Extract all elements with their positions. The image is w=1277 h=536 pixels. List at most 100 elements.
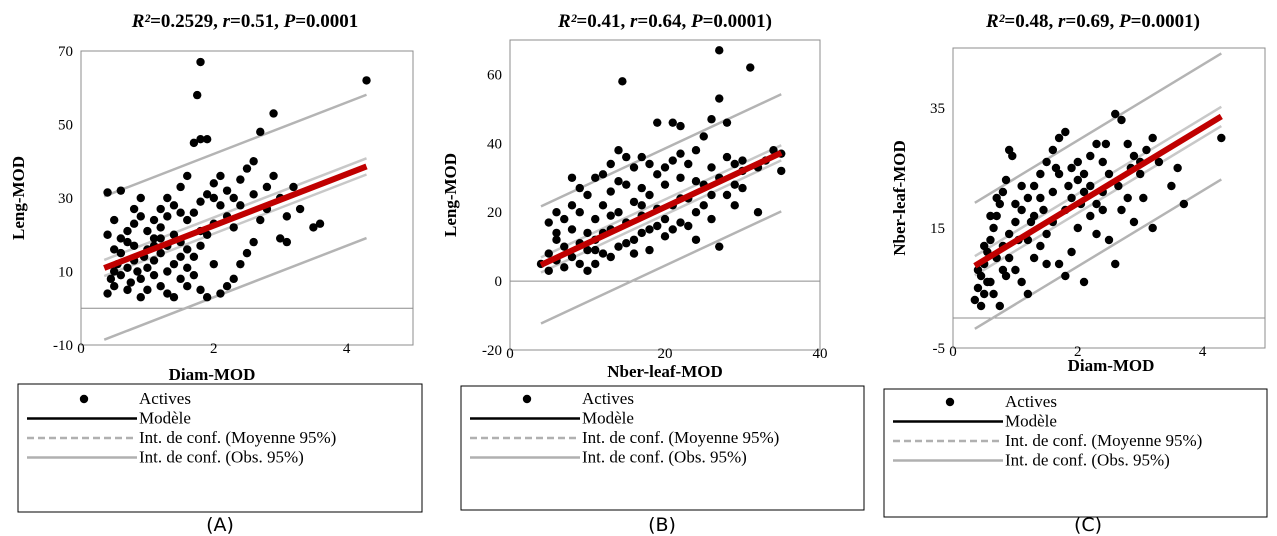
data-point (583, 228, 592, 238)
data-point (645, 245, 654, 255)
data-point (196, 197, 205, 206)
data-point (1011, 265, 1020, 275)
data-point (1036, 169, 1045, 179)
data-point (309, 223, 318, 232)
panel-caption: (B) (648, 514, 676, 536)
x-axis-label: Diam-MOD (169, 365, 256, 384)
data-point (722, 118, 732, 127)
data-point (629, 235, 639, 244)
plot-area (80, 50, 414, 346)
data-point (684, 221, 693, 231)
y-axis-label: Nber-leaf-MOD (890, 140, 909, 256)
data-point (156, 204, 165, 214)
x-tick-label: 40 (813, 346, 828, 362)
data-point (591, 214, 600, 224)
data-point (156, 223, 165, 232)
y-tick-label: 20 (487, 205, 502, 221)
regression-line (973, 113, 1223, 269)
data-point (176, 252, 185, 261)
data-point (362, 76, 371, 85)
data-point (1079, 277, 1089, 287)
y-tick-label: 50 (58, 118, 73, 134)
y-tick-label: 30 (58, 191, 73, 207)
data-point (1067, 247, 1076, 257)
data-point (730, 180, 739, 189)
data-point (980, 289, 989, 299)
data-point (183, 282, 192, 291)
data-point (249, 237, 258, 247)
data-point (1129, 151, 1139, 161)
data-point (722, 152, 732, 162)
chart-title: R²=0.2529, r=0.51, P=0.0001 (131, 11, 359, 32)
data-point (1092, 139, 1101, 149)
data-point (637, 228, 646, 238)
data-point (209, 179, 218, 188)
data-point (552, 228, 561, 238)
data-point (629, 249, 639, 258)
data-point (983, 277, 992, 287)
data-point (970, 295, 980, 305)
data-point (653, 221, 662, 231)
data-point (1136, 169, 1145, 179)
data-point (1073, 157, 1083, 167)
data-point (668, 118, 677, 127)
data-point (1067, 193, 1076, 203)
data-point (116, 234, 126, 243)
data-point (163, 212, 172, 221)
data-point (1139, 193, 1148, 203)
data-point (1167, 181, 1176, 191)
data-point (738, 183, 747, 193)
data-point (567, 225, 577, 234)
data-point (1173, 163, 1182, 173)
data-point (143, 263, 152, 273)
data-point (229, 223, 238, 232)
data-point (1023, 289, 1033, 299)
data-point (106, 274, 116, 284)
data-point (699, 201, 708, 210)
obs-ci-upper-line (103, 93, 367, 198)
data-point (995, 301, 1004, 311)
data-point (256, 127, 265, 137)
data-point (544, 218, 553, 227)
data-point (269, 109, 278, 118)
data-point (202, 135, 212, 144)
data-point (1064, 181, 1073, 191)
data-point (715, 94, 724, 103)
data-point (1008, 151, 1017, 161)
y-tick-label: 10 (58, 265, 73, 281)
legend-label: Actives (582, 389, 634, 408)
data-point (189, 208, 199, 217)
data-point (1098, 157, 1107, 167)
regression-line (103, 163, 368, 271)
data-point (1142, 145, 1151, 155)
data-point (149, 256, 159, 265)
data-point (110, 282, 119, 291)
data-point (110, 245, 119, 254)
data-point (1011, 217, 1020, 227)
data-point (1073, 223, 1083, 233)
data-point (1092, 199, 1101, 209)
data-point (196, 57, 205, 67)
data-point (575, 208, 584, 217)
data-point (699, 132, 708, 141)
data-point (591, 245, 600, 255)
data-point (202, 190, 212, 199)
data-point (1017, 277, 1026, 287)
data-point (583, 266, 592, 275)
data-point (730, 201, 739, 210)
data-point (103, 230, 112, 239)
data-point (730, 159, 739, 169)
data-point (1067, 163, 1076, 173)
chart-title: R²=0.48, r=0.69, P=0.0001) (985, 11, 1200, 32)
x-tick-label: 0 (506, 346, 514, 362)
data-point (176, 208, 185, 217)
chart-panel-c: R²=0.48, r=0.69, P=0.0001) -5 15 35 0 2 4 Di… (883, 11, 1268, 536)
data-point (637, 183, 646, 193)
data-point (216, 201, 225, 210)
data-point (691, 146, 701, 155)
data-point (1004, 229, 1014, 239)
mean-ci-upper-line (103, 157, 367, 262)
data-point (1111, 259, 1120, 269)
data-point (222, 282, 232, 291)
